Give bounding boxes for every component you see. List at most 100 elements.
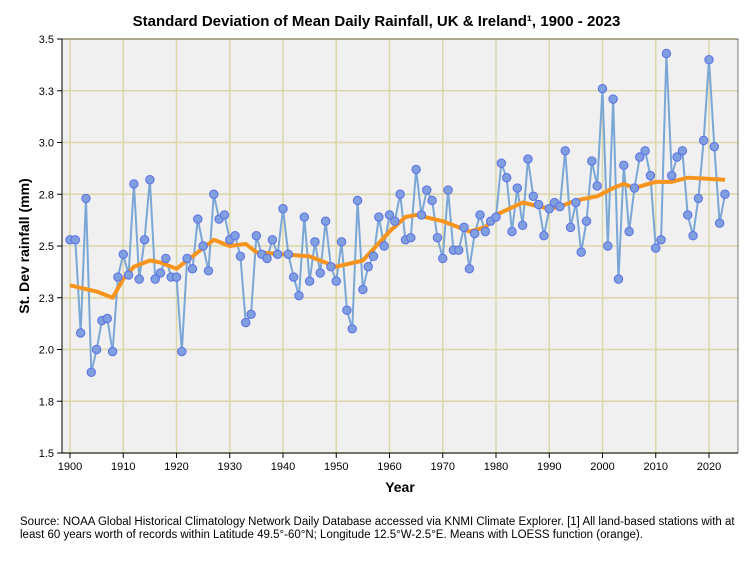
data-point bbox=[528, 191, 538, 202]
data-point bbox=[475, 210, 485, 220]
data-point bbox=[470, 228, 480, 239]
data-point bbox=[592, 181, 602, 191]
data-point bbox=[645, 170, 656, 181]
data-point bbox=[368, 251, 379, 262]
data-point bbox=[624, 226, 634, 237]
data-point bbox=[720, 189, 730, 199]
data-point bbox=[278, 204, 288, 214]
data-point bbox=[709, 141, 720, 152]
x-tick-label: 1960 bbox=[377, 461, 401, 473]
data-point bbox=[629, 183, 640, 193]
x-tick-label: 1940 bbox=[271, 461, 295, 473]
data-point bbox=[672, 152, 682, 162]
data-point bbox=[235, 251, 246, 262]
data-point bbox=[661, 48, 672, 59]
data-point bbox=[294, 290, 304, 301]
data-point bbox=[304, 276, 315, 286]
data-point bbox=[656, 235, 666, 245]
data-point bbox=[683, 210, 693, 220]
data-point bbox=[480, 226, 491, 237]
data-point bbox=[384, 210, 395, 220]
data-point bbox=[336, 237, 347, 247]
data-point bbox=[496, 158, 507, 168]
data-point bbox=[288, 272, 299, 282]
data-point bbox=[241, 317, 251, 328]
data-point bbox=[443, 185, 453, 195]
data-point bbox=[91, 344, 102, 355]
data-point bbox=[358, 284, 368, 295]
data-point bbox=[123, 270, 134, 280]
data-point bbox=[171, 272, 182, 282]
y-tick-label: 2.8 bbox=[39, 189, 54, 201]
data-point bbox=[326, 262, 336, 272]
data-point bbox=[177, 346, 187, 357]
data-point bbox=[454, 245, 464, 255]
x-tick-label: 2010 bbox=[644, 461, 668, 473]
data-point bbox=[102, 313, 112, 324]
data-point bbox=[517, 220, 528, 231]
data-point bbox=[581, 216, 592, 226]
data-point bbox=[272, 249, 283, 259]
data-point bbox=[395, 189, 405, 199]
data-point bbox=[315, 268, 325, 278]
data-point bbox=[70, 235, 81, 245]
data-point bbox=[576, 247, 586, 257]
data-point bbox=[438, 253, 448, 264]
chart-title: Standard Deviation of Mean Daily Rainfal… bbox=[132, 13, 621, 30]
data-point bbox=[523, 154, 533, 164]
x-tick-label: 1930 bbox=[218, 461, 242, 473]
data-point bbox=[113, 272, 123, 282]
data-point bbox=[134, 274, 144, 284]
data-point bbox=[150, 274, 160, 284]
x-tick-label: 2020 bbox=[697, 461, 721, 473]
data-point bbox=[379, 241, 389, 251]
data-point bbox=[129, 179, 139, 189]
data-point bbox=[310, 237, 320, 247]
x-tick-label: 1980 bbox=[484, 461, 508, 473]
y-axis-label: St. Dev rainfall (mm) bbox=[16, 178, 32, 313]
data-point bbox=[299, 212, 309, 222]
data-point bbox=[533, 199, 544, 210]
x-tick-label: 1920 bbox=[164, 461, 188, 473]
data-point bbox=[118, 249, 128, 259]
data-point bbox=[613, 274, 624, 284]
data-point bbox=[688, 230, 698, 241]
chart-svg: 1900 1910 1920 1930 1940 1950 1960 1970 1980 1990… bbox=[16, 34, 739, 495]
data-point bbox=[597, 83, 608, 94]
data-point bbox=[608, 94, 618, 104]
data-point bbox=[390, 216, 400, 226]
y-tick-label: 3.0 bbox=[39, 138, 54, 150]
data-point bbox=[512, 183, 522, 193]
data-point bbox=[193, 214, 203, 224]
data-point bbox=[464, 264, 475, 274]
source-note: Source: NOAA Global Historical Climatolo… bbox=[20, 516, 735, 541]
data-point bbox=[587, 156, 597, 166]
data-point bbox=[411, 164, 421, 175]
data-point bbox=[539, 230, 549, 241]
data-point bbox=[187, 264, 198, 274]
x-tick-label: 1990 bbox=[537, 461, 561, 473]
x-tick-label: 1900 bbox=[58, 461, 82, 473]
data-point bbox=[635, 152, 645, 162]
data-point bbox=[267, 235, 278, 245]
data-point bbox=[363, 262, 373, 272]
data-point bbox=[651, 243, 661, 253]
data-point bbox=[331, 276, 341, 286]
data-point bbox=[342, 305, 352, 315]
data-point bbox=[155, 268, 166, 278]
data-point bbox=[640, 146, 650, 156]
data-point bbox=[209, 189, 219, 199]
x-tick-label: 1910 bbox=[111, 461, 135, 473]
y-tick-label: 1.8 bbox=[39, 396, 54, 408]
data-point bbox=[704, 55, 714, 65]
data-point bbox=[491, 212, 501, 222]
y-tick-label: 1.5 bbox=[39, 448, 54, 460]
data-point bbox=[693, 193, 704, 204]
data-point bbox=[698, 135, 709, 146]
data-point bbox=[427, 195, 437, 206]
data-point bbox=[560, 146, 570, 156]
data-point bbox=[86, 367, 97, 377]
data-point bbox=[262, 253, 272, 264]
data-point bbox=[432, 233, 443, 243]
